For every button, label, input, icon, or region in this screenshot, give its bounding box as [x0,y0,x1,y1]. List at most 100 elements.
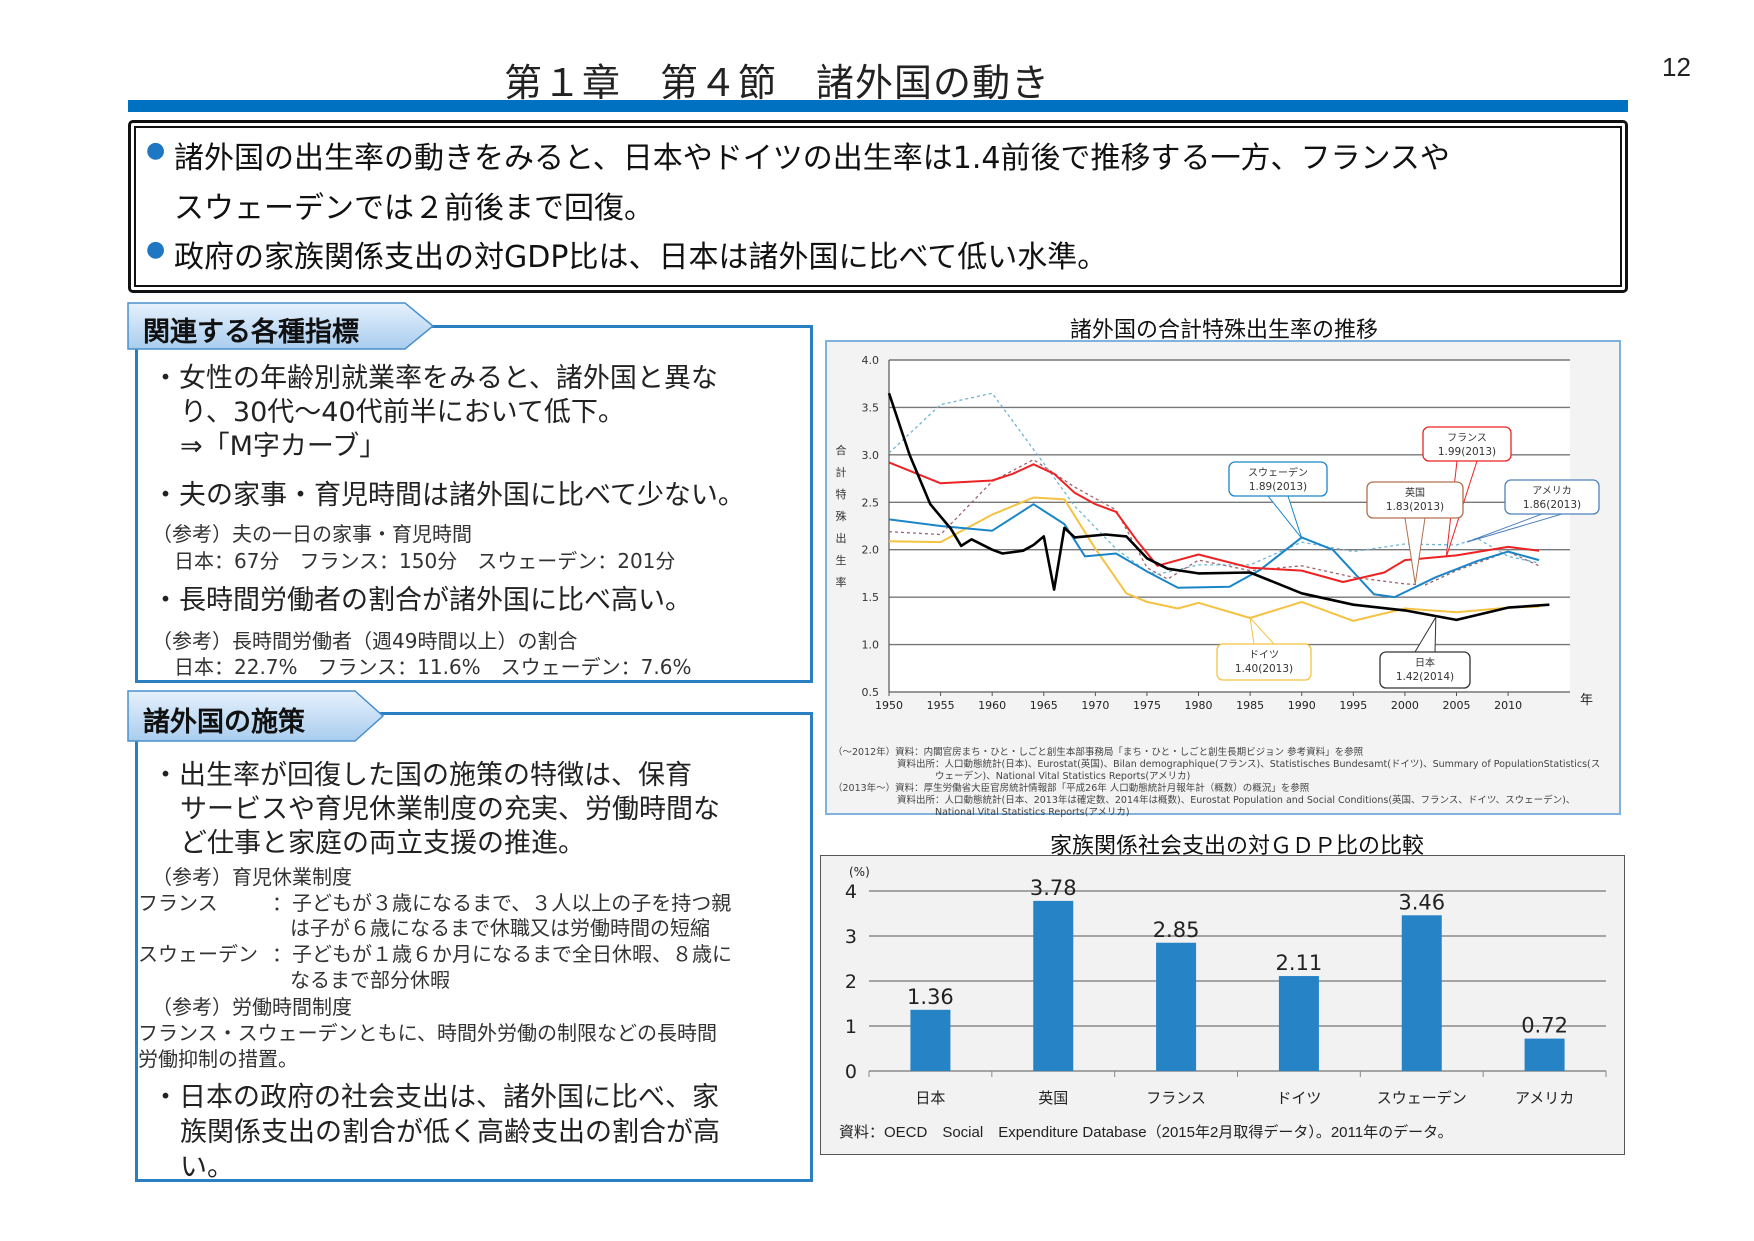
page-number: 12 [1662,52,1691,82]
y-axis-label-char: 計 [836,465,847,479]
svg-text:1.89(2013): 1.89(2013) [1249,481,1307,493]
y-axis-label-char: 出 [836,531,847,545]
bar-value-label: 3.78 [1030,876,1077,900]
svg-text:ドイツ: ドイツ [1249,650,1279,661]
bar-chart-svg: 4 3 2 1 0 (%) 1.36 日本 3.78 英国 2.85 フランス 2.11 ドイツ 3.46 ス… [845,865,1607,1107]
svg-text:スウェーデン: スウェーデン [1248,466,1308,479]
chart-note-line: （2013年～）資料：厚生労働省大臣官房統計情報部「平成26年 人口動態統計月報… [833,783,1310,794]
x-tick-label: 1980 [1185,699,1213,712]
bar-value-label: 1.36 [907,985,954,1009]
callout-3: アメリカ 1.86(2013) [1466,479,1600,543]
y-tick-label: 0 [845,1061,857,1083]
country-label: フランス [138,891,218,915]
page-title: 第１章 第４節 諸外国の動き [0,52,1754,107]
indicator-text: ⇒「M字カーブ」 [180,431,387,462]
x-tick-label: 1950 [875,699,903,712]
series-line-3 [888,496,1540,622]
y-tick-label: 3 [845,926,857,948]
policies-heading-label: 諸外国の施策 [143,707,305,738]
x-tick-label: 1955 [927,699,955,712]
summary-inner-frame: ● 諸外国の出生率の動きをみると、日本やドイツの出生率は1.4前後で推移する一方… [134,126,1622,287]
reference-values: 日本：22.7% フランス：11.6% スウェーデン：7.6% [174,655,692,679]
page-title-text: 第１章 第４節 諸外国の動き [503,61,1050,105]
reference-text: （参考）労働時間制度 [152,995,352,1019]
chart-note-line: ウェーデン)、National Vital Statistics Reports… [935,771,1191,782]
bar-value-label: 0.72 [1521,1014,1568,1038]
x-tick-label: 2005 [1443,699,1471,712]
y-tick-label: 3.5 [862,401,880,414]
series-line-2 [888,503,1540,599]
x-tick-label: 1990 [1288,699,1316,712]
category-label: 日本 [915,1089,945,1107]
category-label: アメリカ [1515,1089,1574,1107]
bar-value-label: 2.11 [1276,951,1323,975]
x-tick-label: 2010 [1494,699,1522,712]
svg-text:1.83(2013): 1.83(2013) [1386,501,1444,513]
svg-text:フランス: フランス [1447,432,1487,444]
indicators-panel: ・女性の年齢別就業率をみると、諸外国と異な り、30代～40代前半において低下。… [135,325,813,683]
svg-text:日本: 日本 [1415,656,1435,669]
y-tick-label: 3.0 [862,449,880,462]
chart-note-line: 資料出所：人口動態統計(日本)、Eurostat(英国)、Bilan demog… [897,759,1601,770]
bar-chart-source: 資料：OECD Social Expenditure Database（2015… [839,1124,1453,1141]
svg-text:英国: 英国 [1405,486,1425,499]
indicator-text: ・長時間労働者の割合が諸外国に比べ高い。 [152,585,692,616]
heading-arrow-shape [127,302,435,350]
reference-text: （参考）長時間労働者（週49時間以上）の割合 [152,629,578,653]
svg-text:1.99(2013): 1.99(2013) [1438,446,1496,458]
reference-text: （参考）夫の一日の家事・育児時間 [152,522,472,546]
y-tick-label: 1 [845,1016,857,1038]
y-tick-label: 0.5 [862,686,880,699]
bar-0 [910,1009,951,1071]
heading-arrow-shape [127,690,385,742]
policy-detail: は子が６歳になるまで休職又は労働時間の短縮 [290,916,710,940]
y-tick-label: 2.5 [862,496,880,509]
bar-4 [1401,915,1442,1071]
series-line-5 [888,458,1540,586]
svg-text:1.86(2013): 1.86(2013) [1523,499,1581,511]
fertility-line-chart: 4.0 3.5 3.0 2.5 2.0 1.5 1.0 0.5 1950 1955 1960 1965… [825,340,1621,818]
y-tick-label: 1.5 [862,591,880,604]
x-tick-label: 1975 [1133,699,1161,712]
policy-text: い。 [180,1152,234,1183]
policy-detail: ：子どもが１歳６か月になるまで全日休暇、８歳に [272,942,732,966]
policy-text: ど仕事と家庭の両立支援の推進。 [180,828,585,859]
reference-values: 日本：67分 フランス：150分 スウェーデン：201分 [174,549,676,573]
policy-text: サービスや育児休業制度の充実、労働時間な [180,794,720,825]
category-label: ドイツ [1276,1089,1321,1107]
policies-panel: ・出生率が回復した国の施策の特徴は、保育 サービスや育児休業制度の充実、労働時間… [135,712,813,1183]
callout-4: ドイツ 1.40(2013) [1216,616,1312,681]
x-tick-label: 1995 [1339,699,1367,712]
svg-text:1.42(2014): 1.42(2014) [1396,671,1454,683]
y-axis-label-char: 殊 [836,509,847,523]
indicators-heading-label: 関連する各種指標 [143,317,359,348]
callout-5: 日本 1.42(2014) [1379,615,1471,689]
y-tick-label: 2 [845,971,857,993]
y-tick-label: 2.0 [862,544,880,557]
family-spending-bar-chart: 4 3 2 1 0 (%) 1.36 日本 3.78 英国 2.85 フランス 2.11 ドイツ 3.46 ス… [820,855,1625,1155]
svg-text:アメリカ: アメリカ [1532,485,1572,497]
policy-detail: 労働抑制の措置。 [138,1047,298,1071]
y-axis-label-char: 合 [836,443,847,457]
summary-line-3: 政府の家族関係支出の対GDP比は、日本は諸外国に比べて低い水準。 [174,240,1108,275]
x-tick-label: 1970 [1081,699,1109,712]
title-underline-bar [128,100,1628,112]
y-axis-label-char: 特 [836,487,847,501]
series-line-1 [888,461,1540,583]
summary-line-1: 諸外国の出生率の動きをみると、日本やドイツの出生率は1.4前後で推移する一方、フ… [174,141,1450,176]
indicator-text: ・夫の家事・育児時間は諸外国に比べて少ない。 [152,480,745,511]
line-chart-title: 諸外国の合計特殊出生率の推移 [1070,318,1379,343]
series-line-4 [888,392,1540,576]
policies-heading: 諸外国の施策 [127,690,389,742]
category-label: 英国 [1038,1089,1068,1107]
y-tick-label: 4 [845,881,857,903]
bullet-icon: ● [146,237,166,262]
callout-2: 英国 1.83(2013) [1366,481,1464,584]
category-label: スウェーデン [1377,1089,1467,1107]
y-tick-label: 4.0 [862,354,880,367]
bar-1 [1033,900,1074,1071]
policy-text: 族関係支出の割合が低く高齢支出の割合が高 [180,1117,720,1148]
callout-0: フランス 1.99(2013) [1422,426,1512,558]
bar-chart-title: 家族関係社会支出の対ＧＤＰ比の比較 [1050,834,1425,859]
